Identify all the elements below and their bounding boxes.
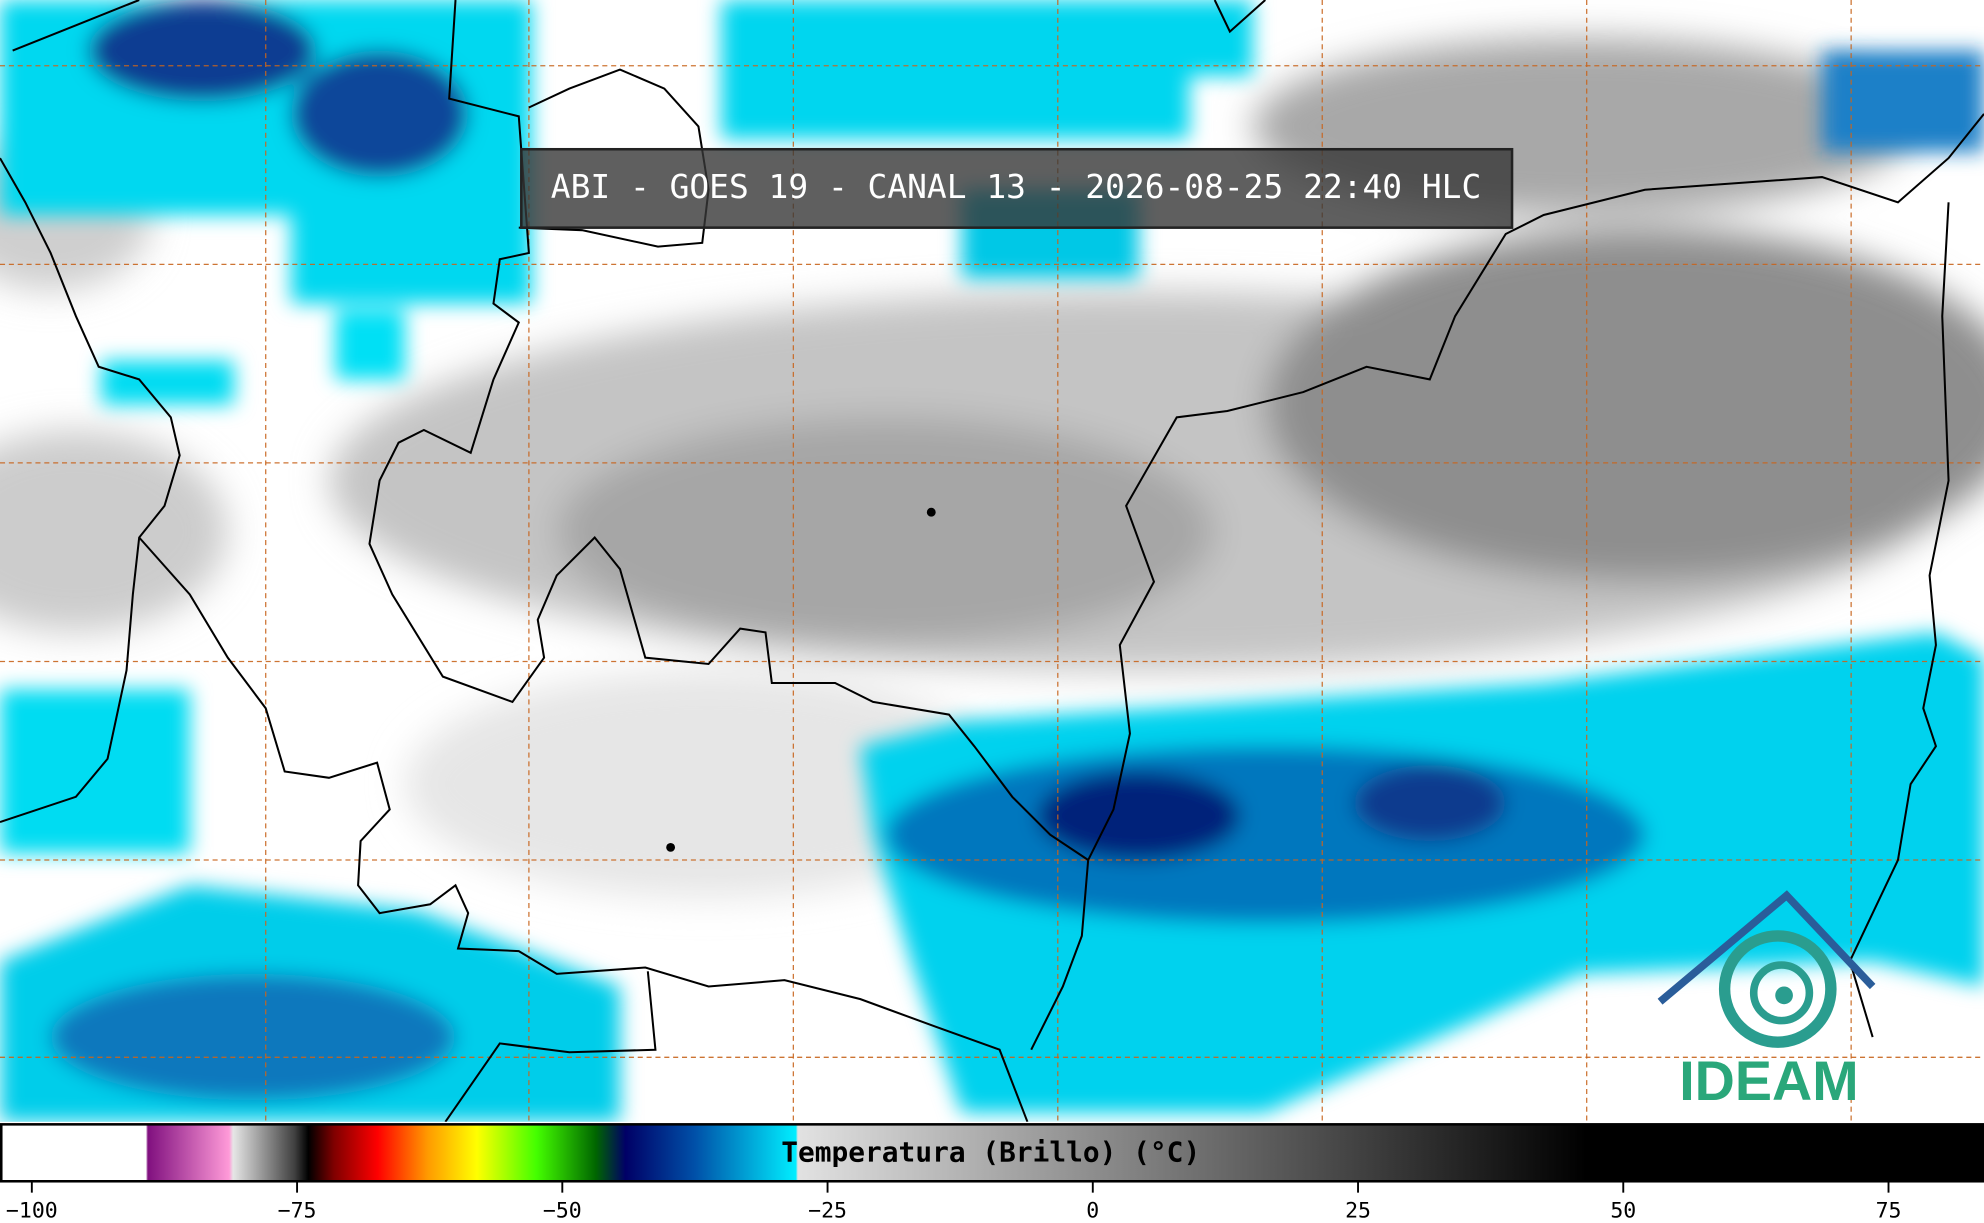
colorbar-tick-label: 75 [1876,1199,1902,1223]
colorbar-tick-label: −75 [278,1199,317,1223]
colorbar-tick-label: 0 [1086,1199,1099,1223]
colorbar-tick-label: 50 [1610,1199,1636,1223]
colorbar-tick-label: 25 [1345,1199,1371,1223]
colorbar: Temperatura (Brillo) (°C) −100 −75 −50 −25 0… [0,1121,1984,1223]
grid-lines [0,0,1984,1122]
colorbar-tick-label: −50 [543,1199,582,1223]
title-box: ABI - GOES 19 - CANAL 13 - 2026-08-25 22… [520,147,1514,229]
logo: IDEAM [1657,890,1876,1112]
logo-text: IDEAM [1679,1050,1858,1112]
borders [0,0,1984,1123]
colorbar-tick-label: −100 [6,1199,58,1223]
colorbar-label: Temperatura (Brillo) (°C) [781,1135,1200,1168]
title: ABI - GOES 19 - CANAL 13 - 2026-08-25 22… [551,167,1481,206]
colorbar-tick-label: −25 [808,1199,847,1223]
